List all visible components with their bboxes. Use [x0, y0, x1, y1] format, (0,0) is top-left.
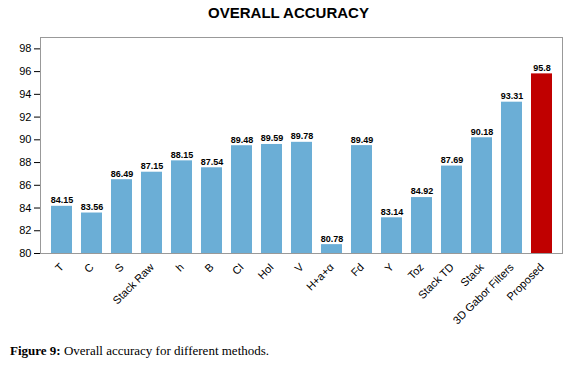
html-text:Figure 9: Overall accuracy for: Figure 9: Overall accuracy for different… [10, 343, 270, 358]
svg-text:h: h [173, 261, 186, 274]
svg-text:86.49: 86.49 [111, 169, 134, 179]
svg-text:Proposed: Proposed [504, 261, 546, 303]
svg-text:S: S [112, 261, 126, 275]
svg-text:83.56: 83.56 [81, 202, 104, 212]
svg-text:C: C [82, 261, 96, 275]
svg-text:CI: CI [230, 261, 246, 277]
svg-text:88: 88 [19, 156, 31, 168]
svg-text:90.18: 90.18 [471, 127, 494, 137]
svg-text:Y: Y [382, 260, 396, 274]
svg-text:84.92: 84.92 [411, 186, 434, 196]
svg-text:88.15: 88.15 [171, 150, 194, 160]
svg-text:96: 96 [19, 65, 31, 77]
html-text:OVERALL ACCURACY: OVERALL ACCURACY [208, 4, 369, 21]
svg-text:87.69: 87.69 [441, 155, 464, 165]
svg-text:H+a+α: H+a+α [304, 260, 336, 292]
svg-text:83.14: 83.14 [381, 207, 404, 217]
svg-text:82: 82 [19, 224, 31, 236]
svg-text:89.48: 89.48 [231, 135, 254, 145]
svg-text:Stack: Stack [458, 260, 486, 288]
svg-text:89.49: 89.49 [351, 134, 374, 144]
svg-text:T: T [53, 261, 66, 274]
svg-text:84: 84 [19, 202, 31, 214]
svg-text:B: B [202, 261, 216, 275]
svg-text:87.15: 87.15 [141, 161, 164, 171]
svg-text:94: 94 [19, 88, 31, 100]
svg-text:HoI: HoI [255, 261, 276, 282]
svg-text:95.8: 95.8 [533, 63, 551, 73]
svg-text:V: V [292, 260, 306, 274]
svg-text:Stack TD: Stack TD [416, 261, 456, 301]
svg-text:86: 86 [19, 179, 31, 191]
svg-text:92: 92 [19, 111, 31, 123]
svg-text:80.78: 80.78 [321, 234, 344, 244]
svg-text:Stack Raw: Stack Raw [110, 261, 156, 307]
svg-text:87.54: 87.54 [201, 157, 224, 167]
svg-text:90: 90 [19, 133, 31, 145]
svg-text:Toz: Toz [405, 261, 426, 282]
svg-text:93.31: 93.31 [501, 91, 524, 101]
svg-text:80: 80 [19, 247, 31, 259]
svg-text:98: 98 [19, 42, 31, 54]
svg-text:84.15: 84.15 [51, 195, 74, 205]
svg-text:Fd: Fd [348, 261, 366, 279]
svg-text:89.78: 89.78 [291, 131, 314, 141]
svg-text:3D Gabor Filters: 3D Gabor Filters [450, 260, 516, 327]
svg-text:89.59: 89.59 [261, 133, 284, 143]
